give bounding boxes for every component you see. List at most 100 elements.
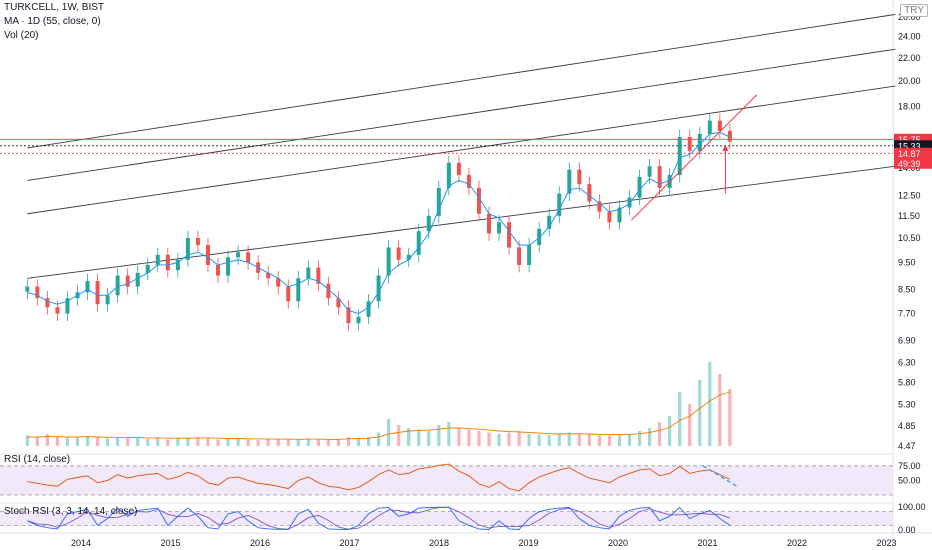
- candle-body: [306, 267, 311, 279]
- candle-body: [456, 162, 461, 176]
- candle-body: [537, 228, 542, 246]
- volume-bar: [587, 434, 591, 446]
- candle-body: [316, 267, 321, 284]
- rsi-legend[interactable]: RSI (14, close): [4, 454, 71, 465]
- candle-body: [266, 272, 271, 279]
- candle-body: [677, 136, 682, 176]
- time-tick-label: 2016: [250, 538, 270, 548]
- volume-bar: [316, 439, 320, 446]
- volume-bar: [668, 416, 672, 446]
- candle-body: [366, 301, 371, 317]
- volume-bar: [567, 432, 571, 446]
- candle-body: [436, 187, 441, 216]
- price-tick-label: 6.90: [898, 335, 916, 345]
- candle-body: [446, 162, 451, 188]
- channel-line-1: [27, 13, 896, 149]
- volume-bar: [698, 380, 702, 446]
- volume-bar: [718, 374, 722, 446]
- candle-body: [356, 316, 361, 324]
- candle-body: [376, 275, 381, 302]
- volume-bar: [597, 435, 601, 446]
- volume-bar: [487, 432, 491, 446]
- candle-body: [165, 254, 170, 271]
- price-tick-label: 11.50: [898, 211, 920, 221]
- price-tick-label: 9.50: [898, 257, 916, 267]
- volume-bar: [688, 404, 692, 446]
- volume-bar: [617, 434, 622, 446]
- candle-body: [597, 201, 602, 212]
- candle-body: [195, 238, 200, 246]
- candle-body: [45, 298, 50, 308]
- volume-bar: [276, 438, 280, 446]
- volume-bar: [407, 428, 411, 446]
- time-tick-label: 2018: [429, 538, 449, 548]
- volume-bar: [136, 438, 140, 446]
- candle-body: [236, 252, 241, 258]
- candle-body: [115, 275, 120, 296]
- time-tick-label: 2015: [160, 538, 180, 548]
- volume-bar: [176, 438, 180, 446]
- candle-body: [577, 169, 582, 185]
- volume-bar: [216, 439, 220, 446]
- volume-bar: [728, 389, 732, 446]
- time-tick-label: 2014: [71, 538, 91, 548]
- price-label: 15.33: [898, 141, 921, 151]
- price-tick-label: 10.50: [898, 233, 921, 243]
- candle-body: [95, 281, 100, 305]
- price-tick-label: 18.00: [898, 102, 921, 112]
- rsi-tick-label: 50.00: [898, 475, 921, 485]
- volume-bar: [75, 437, 80, 446]
- candle-body: [185, 238, 190, 260]
- price-tick-label: 4.47: [898, 441, 916, 451]
- price-tick-label: 24.00: [898, 32, 921, 42]
- time-tick-label: 2021: [697, 538, 717, 548]
- candle-body: [396, 247, 401, 260]
- volume-bar: [387, 419, 391, 446]
- channel-line-4: [27, 165, 896, 279]
- price-tick-label: 22.00: [898, 53, 921, 63]
- ma-legend[interactable]: MA · 1D (55, close, 0): [4, 16, 101, 27]
- candle-body: [687, 136, 692, 152]
- volume-bar: [447, 422, 451, 446]
- volume-bar: [55, 436, 60, 446]
- channel-line-2: [27, 48, 896, 181]
- currency-badge[interactable]: TRY: [900, 4, 928, 17]
- volume-bar: [25, 435, 29, 446]
- candle-body: [647, 166, 652, 177]
- candle-body: [205, 245, 210, 265]
- price-label: 14.87: [898, 149, 921, 159]
- candle-body: [175, 259, 180, 271]
- price-label-bg: [894, 133, 932, 145]
- volume-bar: [105, 438, 110, 446]
- volume-bar: [256, 440, 260, 446]
- volume-bar: [457, 428, 461, 446]
- stoch-rsi-legend[interactable]: Stoch RSI (3, 3, 14, 14, close): [4, 506, 138, 517]
- candle-body: [497, 222, 502, 234]
- price-tick-label: 5.80: [898, 378, 916, 388]
- volume-bar: [647, 428, 652, 446]
- volume-bar: [427, 431, 431, 446]
- volume-bar: [296, 440, 300, 446]
- symbol-legend[interactable]: TURKCELL, 1W, BIST: [4, 2, 105, 13]
- price-tick-label: 7.70: [898, 309, 916, 319]
- candle-body: [426, 215, 431, 232]
- volume-bar: [577, 434, 581, 446]
- price-tick-label: 12.50: [898, 191, 921, 201]
- volume-bar: [236, 438, 240, 446]
- rsi-line: [27, 463, 731, 492]
- volume-legend[interactable]: Vol (20): [4, 30, 39, 41]
- channel-line-3: [27, 85, 896, 215]
- candle-body: [145, 264, 150, 273]
- candle-body: [517, 247, 522, 265]
- price-tick-label: 8.50: [898, 284, 916, 294]
- price-tick-label: 20.00: [898, 76, 921, 86]
- candle-body: [35, 286, 40, 299]
- candle-body: [466, 175, 471, 188]
- volume-ma-line: [27, 391, 731, 440]
- volume-bar: [65, 437, 70, 446]
- candle-body: [25, 286, 30, 292]
- candle-body: [386, 247, 391, 276]
- volume-bar: [45, 434, 49, 446]
- stoch-tick-label: 100.00: [898, 502, 926, 512]
